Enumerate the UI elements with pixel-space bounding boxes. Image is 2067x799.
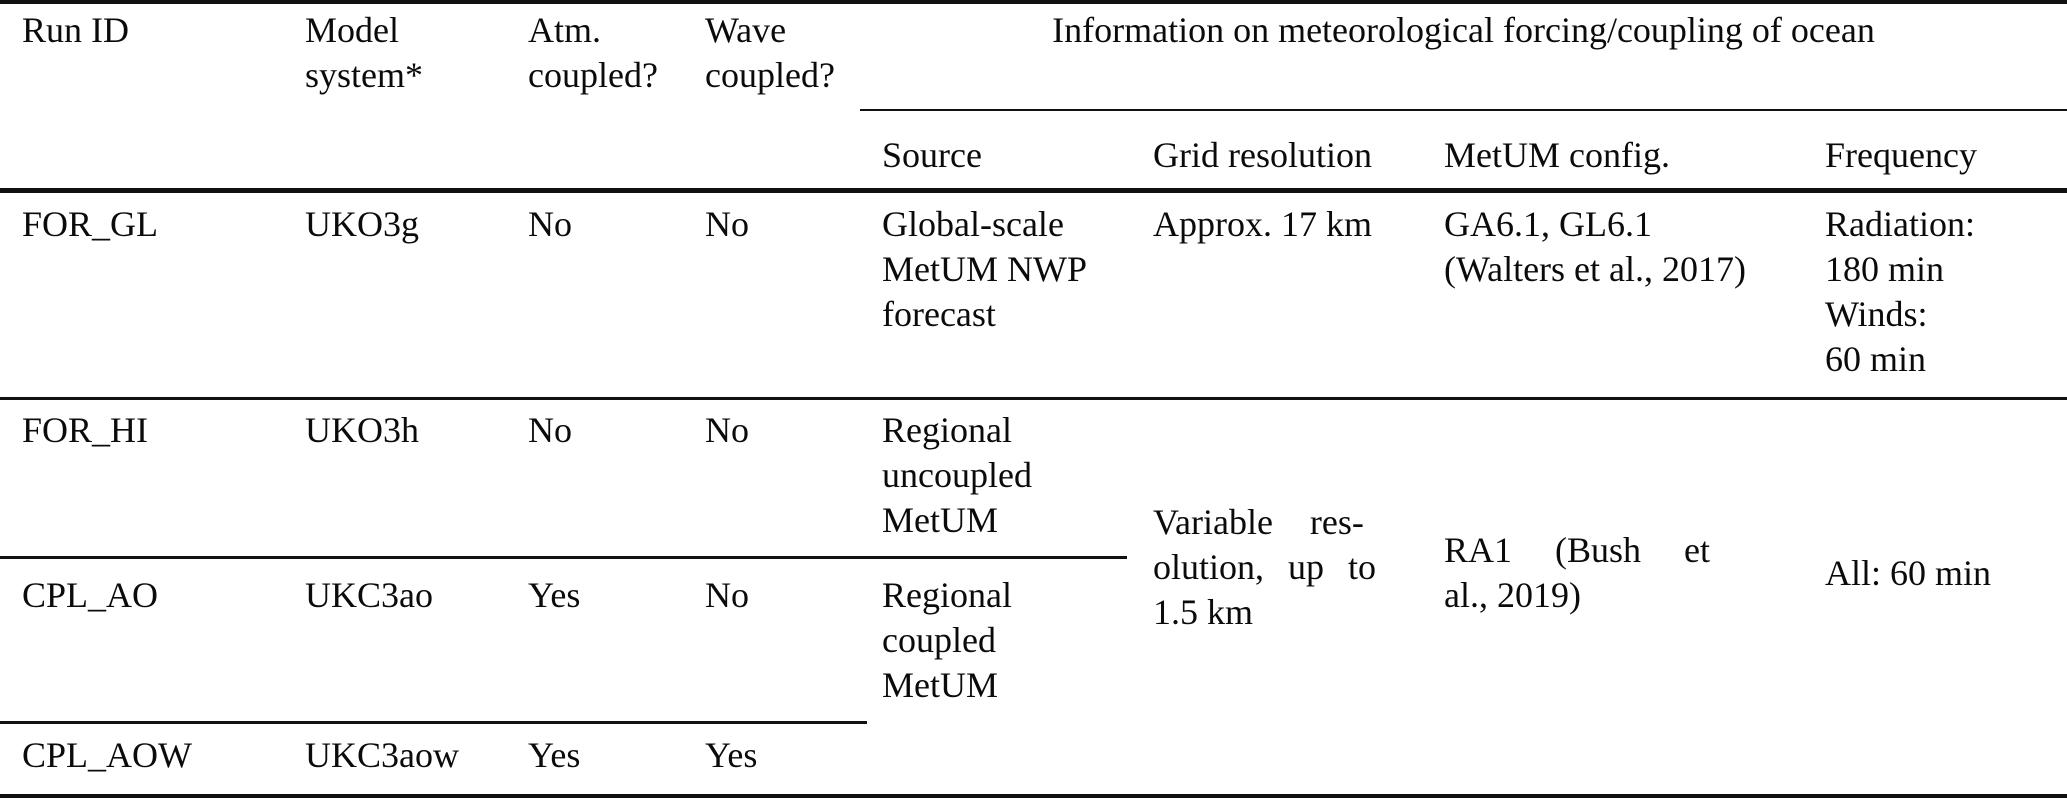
header-wave-coupled-line2: coupled? [705, 55, 835, 95]
cell-for-hi-wave: No [705, 410, 749, 450]
header-model-system-line2: system* [305, 55, 424, 95]
header-group-forcing: Information on meteorological forcing/co… [1052, 10, 1875, 50]
header-atm-coupled-line2: coupled? [528, 55, 658, 95]
cell-cpl-ao-source: Regional coupled MetUM [882, 573, 1012, 708]
cell-merged-grid-line1: Variable res- [1153, 502, 1364, 542]
cell-for-gl-source-line2: MetUM NWP [882, 249, 1087, 289]
cell-for-hi-run-id: FOR_HI [22, 410, 149, 450]
header-model-system: Model system* [305, 8, 423, 98]
subheader-metum-config: MetUM config. [1444, 135, 1670, 175]
header-atm-coupled: Atm. coupled? [528, 8, 658, 98]
cell-for-gl-wave: No [705, 204, 749, 244]
cell-cpl-ao-source-line3: MetUM [882, 665, 998, 705]
row2-partial-separator-rule [0, 556, 1127, 559]
cell-cpl-aow-wave: Yes [705, 735, 758, 775]
header-wave-coupled-line1: Wave [705, 10, 787, 50]
cell-for-gl-frequency-line3: Winds: [1825, 294, 1928, 334]
header-wave-coupled: Wave coupled? [705, 8, 835, 98]
cell-cpl-ao-wave: No [705, 575, 749, 615]
cell-for-hi-atm: No [528, 410, 572, 450]
cell-cpl-ao-source-line2: coupled [882, 620, 996, 660]
cell-for-hi-source: Regional uncoupled MetUM [882, 408, 1032, 543]
cell-cpl-ao-model: UKC3ao [305, 575, 433, 615]
cell-for-gl-source: Global-scale MetUM NWP forecast [882, 202, 1087, 337]
cell-for-gl-metum-line2: (Walters et al., 2017) [1444, 249, 1746, 289]
cell-merged-frequency: All: 60 min [1825, 553, 1992, 593]
cell-for-gl-atm: No [528, 204, 572, 244]
cell-for-gl-frequency-line4: 60 min [1825, 339, 1927, 379]
row3-partial-separator-rule [0, 721, 867, 724]
cell-for-hi-source-line3: MetUM [882, 500, 998, 540]
subheader-frequency: Frequency [1825, 135, 1977, 175]
cell-cpl-ao-run-id: CPL_AO [22, 575, 159, 615]
cell-for-gl-source-line3: forecast [882, 294, 996, 334]
cell-for-gl-source-line1: Global-scale [882, 204, 1064, 244]
subheader-source: Source [882, 135, 982, 175]
group-header-underline [860, 109, 2067, 111]
cell-cpl-aow-atm: Yes [528, 735, 581, 775]
cell-for-hi-source-line1: Regional [882, 410, 1012, 450]
cell-merged-grid-line3: 1.5 km [1153, 592, 1254, 632]
cell-merged-metum-line2: al., 2019) [1444, 575, 1581, 615]
cell-merged-grid-line2: olution, up to [1153, 547, 1377, 587]
top-rule [0, 0, 2067, 4]
cell-for-hi-source-line2: uncoupled [882, 455, 1032, 495]
row1-separator-rule [0, 397, 2067, 400]
cell-for-gl-grid: Approx. 17 km [1153, 204, 1372, 244]
header-atm-coupled-line1: Atm. [528, 10, 602, 50]
header-body-rule [0, 188, 2067, 193]
cell-for-gl-frequency: Radiation: 180 min Winds: 60 min [1825, 202, 1975, 382]
cell-for-gl-frequency-line1: Radiation: [1825, 204, 1975, 244]
cell-cpl-aow-run-id: CPL_AOW [22, 735, 192, 775]
cell-cpl-aow-model: UKC3aow [305, 735, 459, 775]
header-model-system-line1: Model [305, 10, 399, 50]
bottom-rule [0, 794, 2067, 798]
header-run-id: Run ID [22, 10, 129, 50]
cell-cpl-ao-source-line1: Regional [882, 575, 1012, 615]
cell-for-gl-run-id: FOR_GL [22, 204, 159, 244]
cell-merged-metum-line1: RA1 (Bush et [1444, 530, 1710, 570]
cell-for-gl-metum: GA6.1, GL6.1 (Walters et al., 2017) [1444, 202, 1746, 292]
cell-for-gl-metum-line1: GA6.1, GL6.1 [1444, 204, 1652, 244]
cell-for-gl-model: UKO3g [305, 204, 419, 244]
cell-for-gl-frequency-line2: 180 min [1825, 249, 1945, 289]
subheader-grid-resolution: Grid resolution [1153, 135, 1372, 175]
cell-merged-grid-resolution: Variable res- olution, up to 1.5 km [1153, 500, 1376, 635]
cell-merged-metum-config: RA1 (Bush et al., 2019) [1444, 528, 1710, 618]
cell-cpl-ao-atm: Yes [528, 575, 581, 615]
cell-for-hi-model: UKO3h [305, 410, 419, 450]
